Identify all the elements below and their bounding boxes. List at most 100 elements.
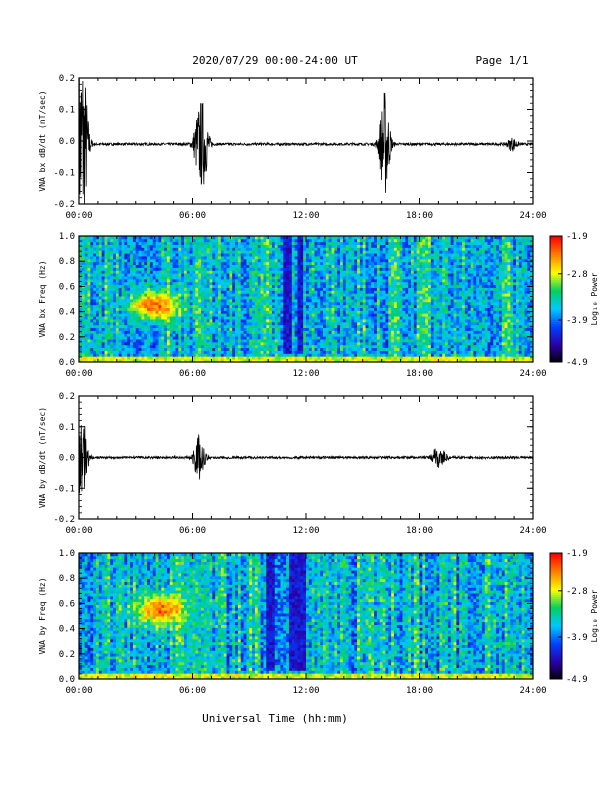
heatmap-cell (232, 325, 235, 328)
heatmap-cell (204, 333, 207, 336)
heatmap-cell (278, 333, 281, 336)
heatmap-cell (377, 245, 380, 248)
heatmap-cell (195, 353, 198, 356)
heatmap-cell (229, 268, 232, 271)
heatmap-cell (193, 265, 196, 268)
heatmap-cell (320, 262, 323, 265)
heatmap-cell (368, 328, 371, 331)
heatmap-cell (297, 273, 300, 276)
heatmap-cell (229, 279, 232, 282)
heatmap-cell (246, 285, 249, 288)
heatmap-cell (374, 310, 377, 313)
heatmap-cell (127, 308, 130, 311)
heatmap-cell (85, 247, 88, 250)
heatmap-cell (269, 328, 272, 331)
heatmap-cell (300, 293, 303, 296)
heatmap-cell (124, 285, 127, 288)
heatmap-cell (283, 310, 286, 313)
heatmap-cell (368, 308, 371, 311)
heatmap-cell (204, 299, 207, 302)
heatmap-cell (385, 282, 388, 285)
heatmap-cell (337, 265, 340, 268)
heatmap-cell (326, 293, 329, 296)
heatmap-cell (252, 256, 255, 259)
heatmap-cell (289, 339, 292, 342)
heatmap-cell (82, 245, 85, 248)
heatmap-cell (252, 325, 255, 328)
heatmap-cell (232, 290, 235, 293)
heatmap-cell (141, 353, 144, 356)
heatmap-cell (360, 276, 363, 279)
heatmap-cell (283, 253, 286, 256)
heatmap-cell (141, 250, 144, 253)
heatmap-cell (181, 353, 184, 356)
heatmap-cell (212, 333, 215, 336)
heatmap-cell (363, 351, 366, 354)
heatmap-cell (224, 356, 227, 359)
heatmap-cell (249, 296, 252, 299)
heatmap-cell (286, 333, 289, 336)
heatmap-cell (227, 305, 230, 308)
heatmap-cell (366, 353, 369, 356)
heatmap-cell (204, 273, 207, 276)
heatmap-cell (212, 342, 215, 345)
heatmap-cell (241, 265, 244, 268)
heatmap-cell (175, 247, 178, 250)
heatmap-cell (107, 276, 110, 279)
heatmap-cell (130, 296, 133, 299)
heatmap-cell (391, 265, 394, 268)
heatmap-cell (246, 273, 249, 276)
heatmap-cell (241, 319, 244, 322)
heatmap-cell (306, 348, 309, 351)
heatmap-cell (349, 282, 352, 285)
heatmap-cell (218, 276, 221, 279)
heatmap-cell (388, 336, 391, 339)
heatmap-cell (315, 356, 318, 359)
heatmap-cell (275, 333, 278, 336)
heatmap-cell (261, 270, 264, 273)
heatmap-cell (252, 273, 255, 276)
heatmap-cell (153, 265, 156, 268)
heatmap-cell (144, 273, 147, 276)
heatmap-cell (332, 336, 335, 339)
heatmap-cell (377, 345, 380, 348)
heatmap-cell (93, 348, 96, 351)
heatmap-cell (82, 348, 85, 351)
heatmap-cell (244, 256, 247, 259)
heatmap-cell (127, 268, 130, 271)
heatmap-cell (136, 336, 139, 339)
heatmap-cell (130, 348, 133, 351)
heatmap-cell (210, 279, 213, 282)
heatmap-cell (295, 265, 298, 268)
heatmap-cell (337, 288, 340, 291)
heatmap-cell (85, 276, 88, 279)
heatmap-cell (334, 282, 337, 285)
heatmap-cell (184, 262, 187, 265)
heatmap-cell (326, 353, 329, 356)
heatmap-cell (385, 270, 388, 273)
heatmap-cell (380, 293, 383, 296)
heatmap-cell (315, 308, 318, 311)
heatmap-cell (278, 310, 281, 313)
heatmap-cell (269, 242, 272, 245)
heatmap-cell (246, 239, 249, 242)
heatmap-cell (235, 247, 238, 250)
heatmap-cell (385, 299, 388, 302)
heatmap-cell (300, 342, 303, 345)
heatmap-cell (332, 308, 335, 311)
heatmap-cell (252, 308, 255, 311)
heatmap-cell (266, 253, 269, 256)
heatmap-cell (283, 293, 286, 296)
heatmap-cell (249, 265, 252, 268)
heatmap-cell (317, 299, 320, 302)
heatmap-cell (363, 345, 366, 348)
heatmap-cell (161, 310, 164, 313)
heatmap-cell (388, 328, 391, 331)
heatmap-cell (124, 345, 127, 348)
heatmap-cell (289, 351, 292, 354)
heatmap-cell (323, 331, 326, 334)
heatmap-cell (286, 328, 289, 331)
heatmap-cell (269, 305, 272, 308)
heatmap-cell (170, 339, 173, 342)
heatmap-cell (320, 270, 323, 273)
